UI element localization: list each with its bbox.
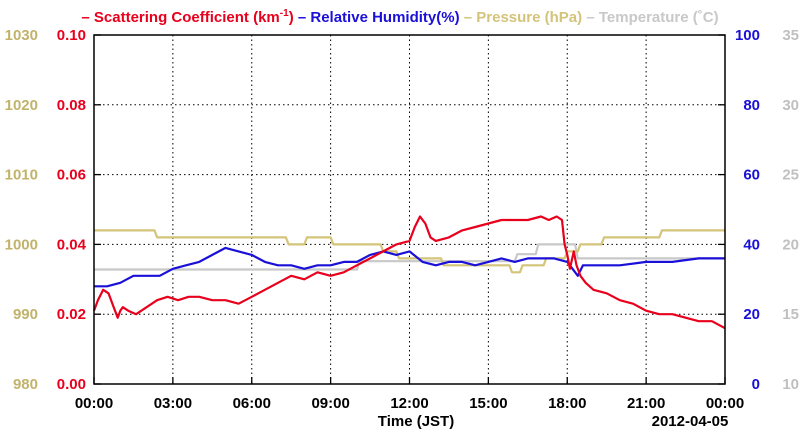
humidity-tick-label: 60 — [743, 167, 760, 184]
humidity-tick-label: 80 — [743, 97, 760, 114]
temperature-tick-label: 20 — [782, 236, 799, 253]
x-tick-label: 00:00 — [706, 395, 744, 412]
scattering-tick-label: 0.04 — [57, 236, 87, 253]
x-tick-label: 03:00 — [154, 395, 192, 412]
humidity-tick-label: 100 — [735, 27, 760, 44]
scattering-tick-label: 0.00 — [57, 376, 86, 393]
scattering-tick-label: 0.08 — [57, 97, 86, 114]
temperature-tick-label: 25 — [782, 167, 799, 184]
x-tick-label: 06:00 — [233, 395, 271, 412]
grid — [94, 35, 725, 384]
pressure-tick-label: 1020 — [5, 97, 38, 114]
humidity-tick-label: 20 — [743, 306, 760, 323]
legend-label: Pressure (hPa) — [476, 9, 582, 26]
x-tick-label: 12:00 — [390, 395, 428, 412]
legend-label: Scattering Coefficient (km — [94, 9, 280, 26]
x-tick-label: 09:00 — [311, 395, 349, 412]
pressure-tick-label: 1030 — [5, 27, 38, 44]
date-label: 2012-04-05 — [652, 413, 729, 430]
series-line-pressure — [94, 229, 725, 274]
pressure-tick-label: 1010 — [5, 167, 38, 184]
pressure-tick-label: 990 — [13, 306, 38, 323]
legend-label: Temperature (˚C) — [599, 9, 719, 26]
legend-text: – Scattering Coefficient (km-1) – Relati… — [81, 8, 718, 26]
pressure-tick-label: 980 — [13, 376, 38, 393]
scattering-tick-label: 0.02 — [57, 306, 86, 323]
legend-dash: – — [460, 9, 477, 26]
x-tick-label: 15:00 — [469, 395, 507, 412]
temperature-tick-label: 15 — [782, 306, 799, 323]
legend-label-close: ) — [289, 9, 294, 26]
temperature-tick-label: 10 — [782, 376, 799, 393]
x-tick-label: 21:00 — [627, 395, 665, 412]
legend-dash: – — [294, 9, 311, 26]
scattering-tick-label: 0.10 — [57, 27, 86, 44]
humidity-tick-label: 40 — [743, 236, 760, 253]
legend: – Scattering Coefficient (km-1) – Relati… — [81, 8, 718, 26]
x-tick-label: 00:00 — [75, 395, 113, 412]
legend-dash: – — [582, 9, 599, 26]
legend-label: Relative Humidity(%) — [310, 9, 459, 26]
temperature-tick-label: 30 — [782, 97, 799, 114]
pressure-tick-label: 1000 — [5, 236, 38, 253]
series-layer — [92, 215, 726, 330]
temperature-tick-label: 35 — [782, 27, 799, 44]
x-axis-label: Time (JST) — [378, 413, 454, 430]
legend-superscript: -1 — [280, 8, 289, 19]
scattering-tick-label: 0.06 — [57, 167, 86, 184]
ticks-layer: 00:00 03:00 06:00 09:00 12:00 15:00 18:00 21:00… — [5, 27, 799, 412]
series-line-temperature — [94, 243, 725, 271]
series-line-scattering — [92, 215, 726, 330]
legend-dash: – — [81, 9, 94, 26]
humidity-tick-label: 0 — [752, 376, 760, 393]
series-line-humidity — [94, 246, 725, 288]
x-tick-label: 18:00 — [548, 395, 586, 412]
